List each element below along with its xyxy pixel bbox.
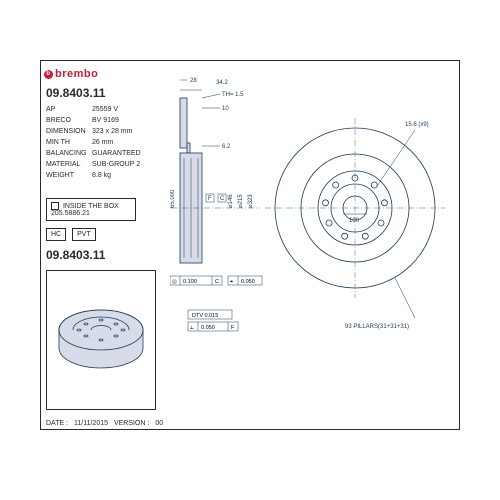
datum-c: C <box>220 196 225 202</box>
inside-box-label: INSIDE THE BOX <box>63 203 119 210</box>
bolt-hole <box>342 233 348 239</box>
dim-100: 100 <box>349 218 360 224</box>
spec-value: 323 x 28 mm <box>92 126 132 137</box>
bolt-hole <box>371 182 377 188</box>
brand-logo-icon: b <box>44 70 53 79</box>
inside-the-box: INSIDE THE BOX 205.5886.21 <box>46 198 136 221</box>
dim-th: TH= 1.5 <box>222 92 244 98</box>
spec-row: BALANCING GUARANTEED <box>46 148 141 159</box>
bolt-hole <box>362 233 368 239</box>
spec-table: AP 25559 V BRECO BV 9169 DIMENSION 323 x 28 m… <box>46 104 141 181</box>
date-value: 11/11/2015 <box>74 420 108 427</box>
spec-value: 26 mm <box>92 137 113 148</box>
date-label: DATE : <box>46 420 68 427</box>
dim-62: 6.2 <box>222 144 231 150</box>
svg-text:⌖: ⌖ <box>230 279 233 285</box>
svg-text:0.100: 0.100 <box>183 279 197 285</box>
spec-label: MATERIAL <box>46 159 86 170</box>
svg-text:⟂: ⟂ <box>190 325 194 331</box>
svg-text:DTV 0.015: DTV 0.015 <box>192 313 218 319</box>
spec-value: BV 9169 <box>92 115 119 126</box>
spec-label: WEIGHT <box>46 170 86 181</box>
svg-text:◎: ◎ <box>172 279 177 285</box>
spec-label: MIN TH <box>46 137 86 148</box>
perspective-thumbnail <box>46 270 156 410</box>
bolt-hole <box>333 182 339 188</box>
svg-text:C: C <box>215 279 219 285</box>
badges-row: HC PVT <box>46 228 96 241</box>
version-label: VERSION : <box>114 420 149 427</box>
dim-pillars: 93 PILLARS(31+31+31) <box>345 324 409 330</box>
dim-323: ⌀323 <box>248 194 254 208</box>
spec-row: AP 25559 V <box>46 104 141 115</box>
spec-value: GUARANTEED <box>92 148 141 159</box>
spec-row: WEIGHT 8.8 kg <box>46 170 141 181</box>
brand-logo: bbrembo <box>44 68 98 80</box>
datum-f: F <box>208 196 212 202</box>
bolt-hole <box>378 220 384 226</box>
technical-drawing: 34.2 28 TH= 1.5 10 6.2 ⌀65.074 65.000 ⌀1… <box>170 68 450 368</box>
spec-value: 25559 V <box>92 104 118 115</box>
hc-badge: HC <box>46 228 66 241</box>
part-number-repeat: 09.8403.11 <box>46 248 105 262</box>
bolt-hole <box>326 220 332 226</box>
bolt-hole <box>323 200 329 206</box>
spec-label: DIMENSION <box>46 126 86 137</box>
dim-offset: 34.2 <box>216 80 228 86</box>
dim-bore-tol2: 65.000 <box>170 189 176 208</box>
brand-name: brembo <box>55 68 98 80</box>
spec-value: SUB-GROUP 2 <box>92 159 140 170</box>
spec-row: DIMENSION 323 x 28 mm <box>46 126 141 137</box>
inside-box-ref: 205.5886.21 <box>51 210 90 217</box>
spec-row: BRECO BV 9169 <box>46 115 141 126</box>
box-icon <box>51 202 59 210</box>
dim-146: ⌀146 <box>228 194 234 208</box>
svg-text:0.050: 0.050 <box>201 325 215 331</box>
spec-row: MIN TH 26 mm <box>46 137 141 148</box>
footer: DATE : 11/11/2015 VERSION : 00 <box>46 420 163 427</box>
version-value: 00 <box>155 420 163 427</box>
spec-row: MATERIAL SUB-GROUP 2 <box>46 159 141 170</box>
svg-text:0.050: 0.050 <box>241 279 255 285</box>
dim-10: 10 <box>222 106 229 112</box>
part-number: 09.8403.11 <box>46 86 105 100</box>
dim-thickness: 28 <box>190 78 197 84</box>
spec-label: BALANCING <box>46 148 86 159</box>
spec-label: AP <box>46 104 86 115</box>
dim-215: ⌀215 <box>238 194 244 208</box>
bolt-hole <box>382 200 388 206</box>
dim-bolt: 15.6 (x9) <box>405 122 429 128</box>
spec-label: BRECO <box>46 115 86 126</box>
spec-value: 8.8 kg <box>92 170 111 181</box>
pvt-badge: PVT <box>72 228 96 241</box>
